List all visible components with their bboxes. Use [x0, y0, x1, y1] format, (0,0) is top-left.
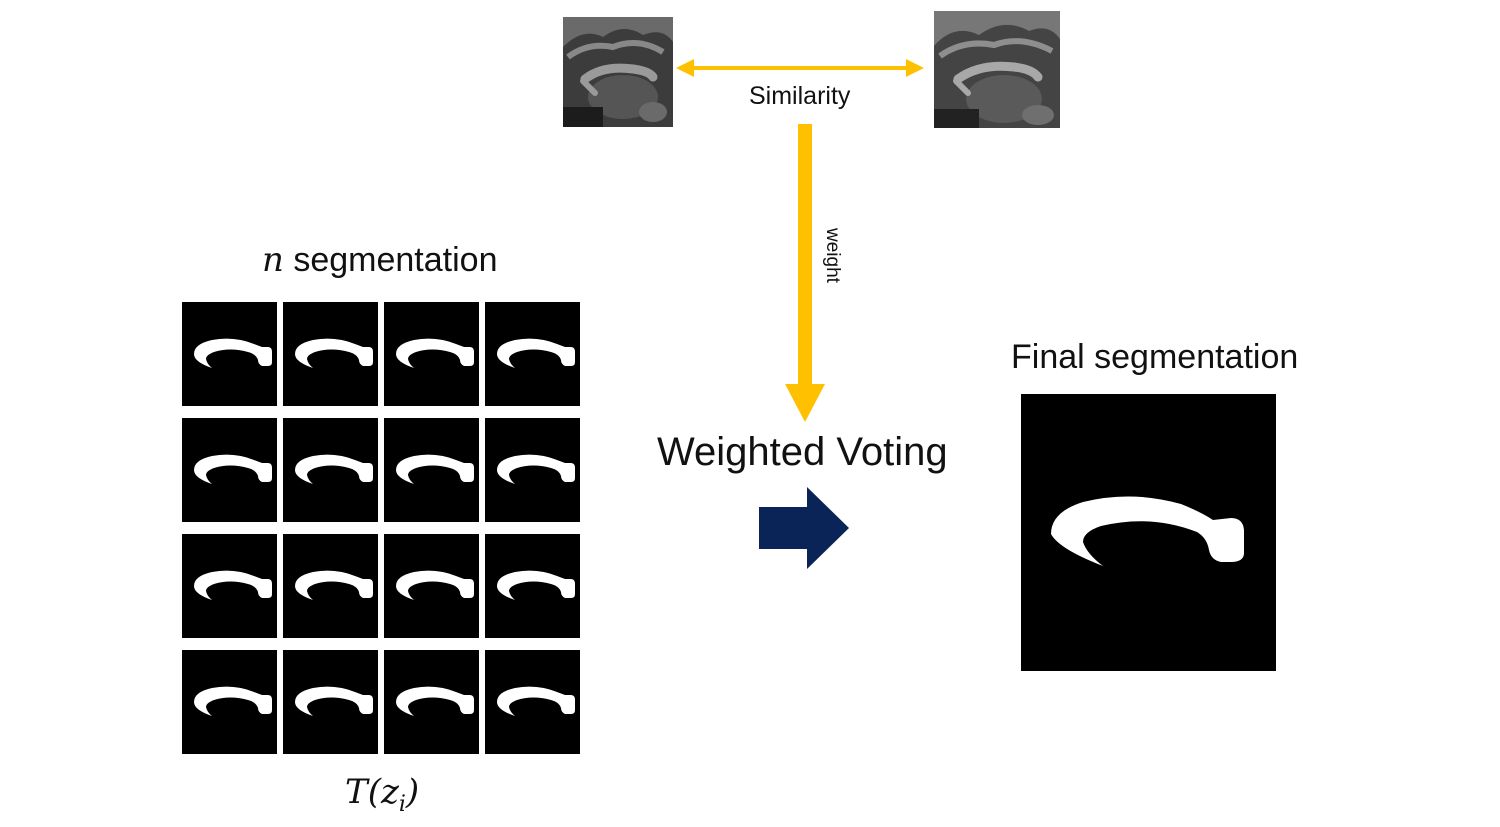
weight-arrow [785, 124, 825, 422]
segmentation-tile [182, 302, 277, 406]
segmentation-tile [283, 302, 378, 406]
similarity-double-arrow [676, 59, 924, 77]
formula-subscript: i [398, 791, 406, 817]
segmentation-tile [485, 418, 580, 522]
segmentation-tile [384, 302, 479, 406]
segmentation-tile [384, 418, 479, 522]
weighted-voting-label: Weighted Voting [657, 430, 948, 474]
segmentation-tile [485, 650, 580, 754]
final-segmentation-title: Final segmentation [1011, 338, 1299, 376]
weight-label: weight [822, 228, 843, 283]
segmentation-tile [485, 302, 580, 406]
transform-formula: T(zi) [345, 772, 420, 817]
segmentation-tile [182, 534, 277, 638]
n-variable: n [262, 240, 284, 280]
final-segmentation-image [1021, 394, 1276, 671]
segmentation-tile [283, 534, 378, 638]
formula-variable: z [380, 772, 399, 812]
formula-function: T [345, 772, 368, 812]
similarity-label: Similarity [749, 82, 851, 110]
segmentation-tile [384, 650, 479, 754]
segmentation-tile [384, 534, 479, 638]
segmentation-word: segmentation [283, 241, 498, 279]
n-segmentation-title: n segmentation [262, 240, 498, 280]
segmentation-tile [485, 534, 580, 638]
target-mri-image [563, 17, 673, 127]
segmentation-tile [283, 650, 378, 754]
segmentation-tile [283, 418, 378, 522]
segmentation-tile [182, 418, 277, 522]
voting-arrow [759, 487, 849, 569]
atlas-mri-image [934, 11, 1060, 128]
segmentation-tile [182, 650, 277, 754]
